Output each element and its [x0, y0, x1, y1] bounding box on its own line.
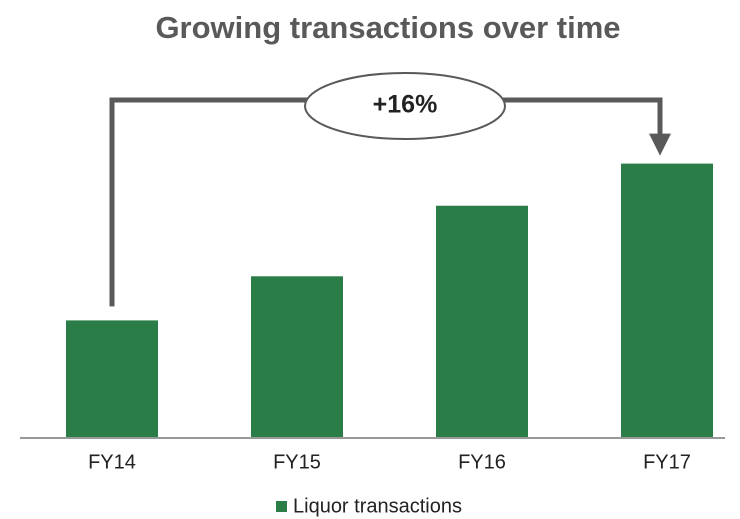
x-tick-label: FY16 — [458, 451, 506, 473]
annotation: +16% — [373, 91, 438, 119]
annotation-bubble — [304, 72, 506, 140]
bar — [436, 205, 528, 438]
bar — [621, 163, 713, 438]
legend-label: Liquor transactions — [293, 495, 462, 517]
chart-title: Growing transactions over time — [155, 10, 620, 45]
x-tick-label: FY14 — [88, 451, 136, 473]
x-tick-label: FY17 — [643, 451, 691, 473]
arrowhead — [649, 133, 671, 156]
bar — [251, 276, 343, 438]
legend-swatch — [276, 501, 287, 512]
x-tick-label: FY15 — [273, 451, 321, 473]
bar — [66, 320, 158, 438]
